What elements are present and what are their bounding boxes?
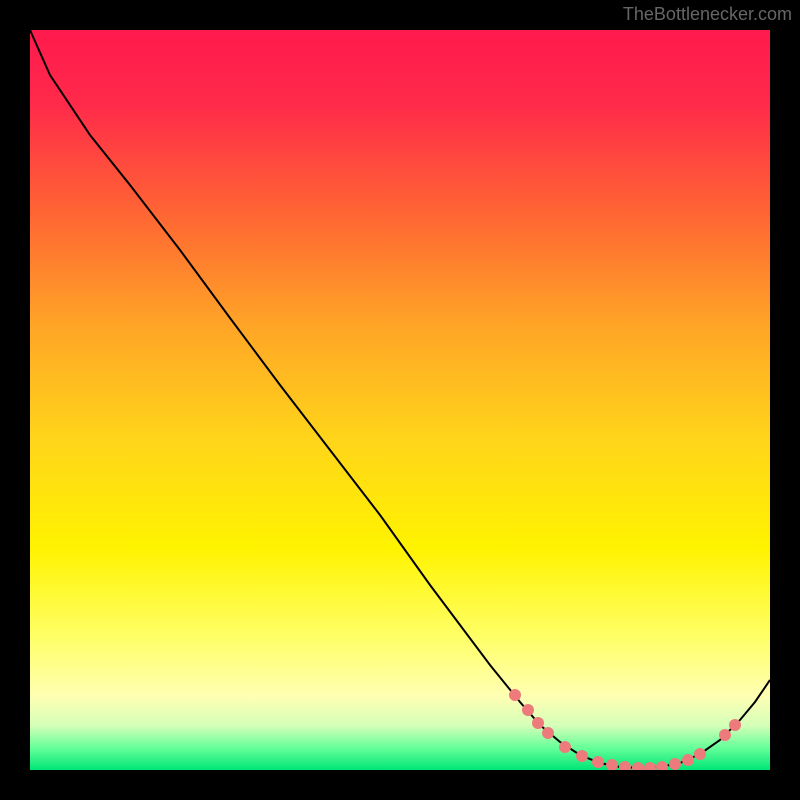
data-marker (509, 689, 521, 701)
data-marker (682, 754, 694, 766)
data-marker (719, 729, 731, 741)
data-marker (694, 748, 706, 760)
data-marker (606, 759, 618, 770)
data-marker (559, 741, 571, 753)
data-marker (542, 727, 554, 739)
data-marker (532, 717, 544, 729)
data-marker (656, 761, 668, 770)
data-marker (729, 719, 741, 731)
data-markers (509, 689, 741, 770)
data-marker (522, 704, 534, 716)
bottleneck-curve (30, 30, 770, 768)
data-marker (632, 762, 644, 770)
watermark-text: TheBottlenecker.com (623, 4, 792, 25)
curve-layer (30, 30, 770, 770)
data-marker (619, 761, 631, 770)
data-marker (576, 750, 588, 762)
plot-area (30, 30, 770, 770)
data-marker (644, 762, 656, 770)
data-marker (669, 758, 681, 770)
data-marker (592, 756, 604, 768)
